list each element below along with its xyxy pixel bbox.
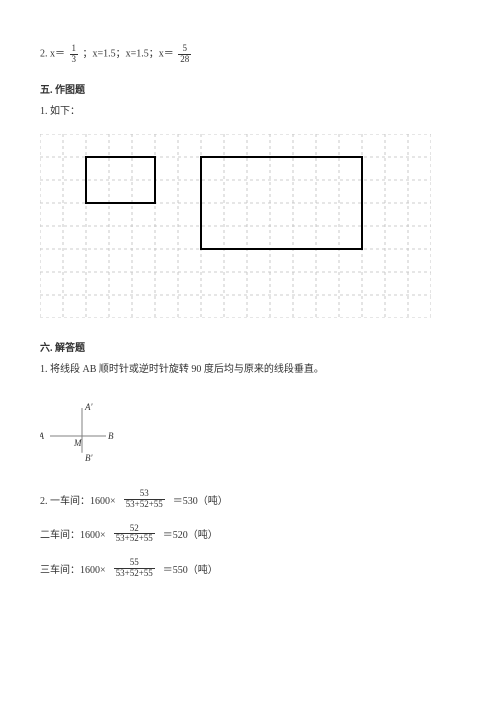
q2-row-1: 2. 一车间：1600× 53 53+52+55 ＝530（吨） — [40, 489, 460, 510]
section-5-q1: 1. 如下： — [40, 104, 460, 120]
q2-res-1: ＝530（吨） — [173, 492, 228, 507]
q2-frac-2: 52 53+52+55 — [114, 524, 155, 545]
q2-frac-2-den: 53+52+55 — [114, 534, 155, 544]
svg-text:B': B' — [85, 453, 93, 463]
svg-text:A: A — [40, 431, 45, 441]
q2-frac-1-den: 53+52+55 — [124, 500, 165, 510]
ans2-prefix: 2. x＝ — [40, 49, 65, 60]
ans2-frac2: 5 28 — [178, 44, 191, 65]
section-5-title: 五. 作图题 — [40, 81, 460, 96]
q2-label-3: 三车间：1600× — [40, 561, 106, 576]
ans2-frac1-den: 3 — [70, 55, 79, 65]
q2-frac-3: 55 53+52+55 — [114, 558, 155, 579]
section-6-title: 六. 解答题 — [40, 339, 460, 354]
rotation-diagram: A B M A' B' — [40, 388, 460, 471]
grid-diagram — [40, 134, 460, 321]
q2-res-3: ＝550（吨） — [163, 561, 218, 576]
svg-text:B: B — [108, 431, 114, 441]
ans2-mid: ；x=1.5；x=1.5；x＝ — [83, 49, 174, 60]
q2-label-2: 二车间：1600× — [40, 526, 106, 541]
section-6-q1: 1. 将线段 AB 顺时针或逆时针旋转 90 度后均与原来的线段垂直。 — [40, 362, 460, 378]
q2-res-2: ＝520（吨） — [163, 526, 218, 541]
ans2-frac1: 1 3 — [70, 44, 79, 65]
q2-frac-3-den: 53+52+55 — [114, 569, 155, 579]
q2-row-3: 三车间：1600× 55 53+52+55 ＝550（吨） — [40, 558, 460, 579]
grid-svg — [40, 134, 431, 318]
q2-frac-1: 53 53+52+55 — [124, 489, 165, 510]
ans2-frac2-den: 28 — [178, 55, 191, 65]
q2-row-2: 二车间：1600× 52 53+52+55 ＝520（吨） — [40, 524, 460, 545]
svg-text:A': A' — [84, 402, 93, 412]
rotation-svg: A B M A' B' — [40, 388, 130, 468]
svg-text:M: M — [73, 438, 82, 448]
answer-line-2: 2. x＝ 1 3 ；x=1.5；x=1.5；x＝ 5 28 — [40, 44, 460, 65]
q2-label-1: 2. 一车间：1600× — [40, 492, 116, 507]
